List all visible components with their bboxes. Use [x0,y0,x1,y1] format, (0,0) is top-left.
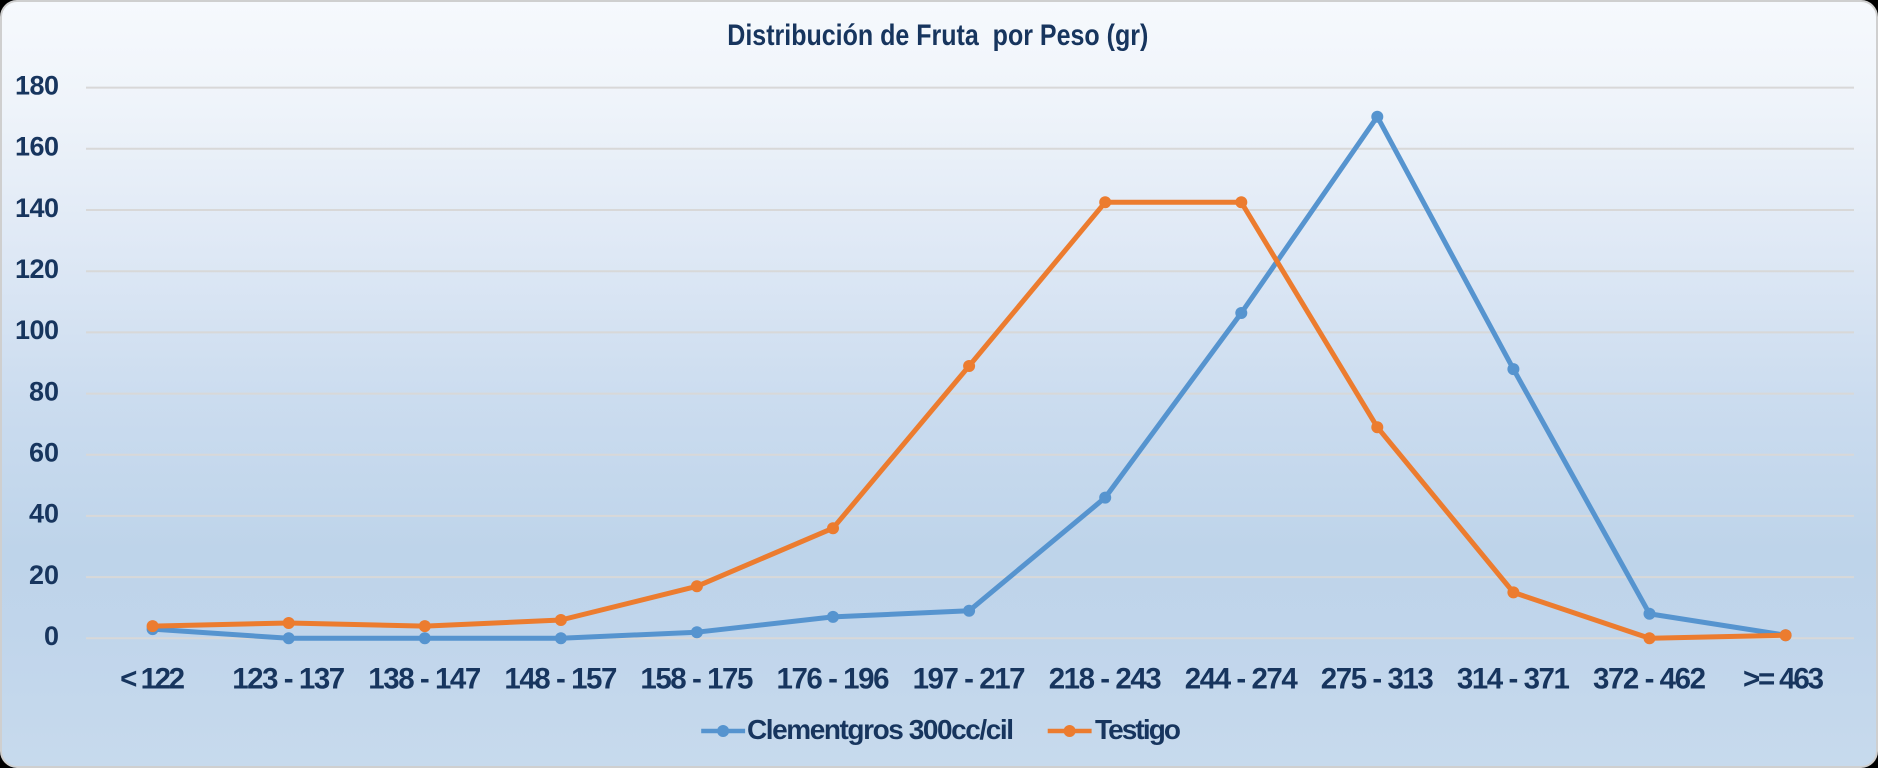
svg-text:197 - 217: 197 - 217 [913,663,1026,696]
svg-text:Testigo: Testigo [1095,714,1181,745]
svg-text:60: 60 [29,438,59,468]
svg-text:140: 140 [15,193,59,223]
svg-text:160: 160 [15,132,59,162]
svg-text:176 - 196: 176 - 196 [777,663,890,696]
svg-text:0: 0 [44,621,59,651]
svg-text:>= 463: >= 463 [1743,663,1824,696]
svg-text:< 122: < 122 [120,663,185,696]
svg-text:100: 100 [15,315,59,345]
svg-text:372 - 462: 372 - 462 [1593,663,1706,696]
svg-text:148 - 157: 148 - 157 [504,663,617,696]
svg-text:Distribución de Fruta por Pes: Distribución de Fruta por Peso (gr) [727,19,1148,52]
svg-text:314 - 371: 314 - 371 [1457,663,1570,696]
svg-text:40: 40 [29,499,59,529]
svg-text:218 - 243: 218 - 243 [1049,663,1162,696]
svg-text:180: 180 [15,70,59,100]
svg-text:138 - 147: 138 - 147 [368,663,481,696]
svg-text:275 - 313: 275 - 313 [1321,663,1434,696]
svg-text:80: 80 [29,376,59,406]
svg-text:120: 120 [15,254,59,284]
svg-text:244 - 274: 244 - 274 [1185,663,1299,696]
svg-text:158 - 175: 158 - 175 [640,663,753,696]
svg-text:20: 20 [29,560,59,590]
svg-text:Clementgros 300cc/cil: Clementgros 300cc/cil [747,714,1014,745]
svg-text:123 - 137: 123 - 137 [232,663,345,696]
